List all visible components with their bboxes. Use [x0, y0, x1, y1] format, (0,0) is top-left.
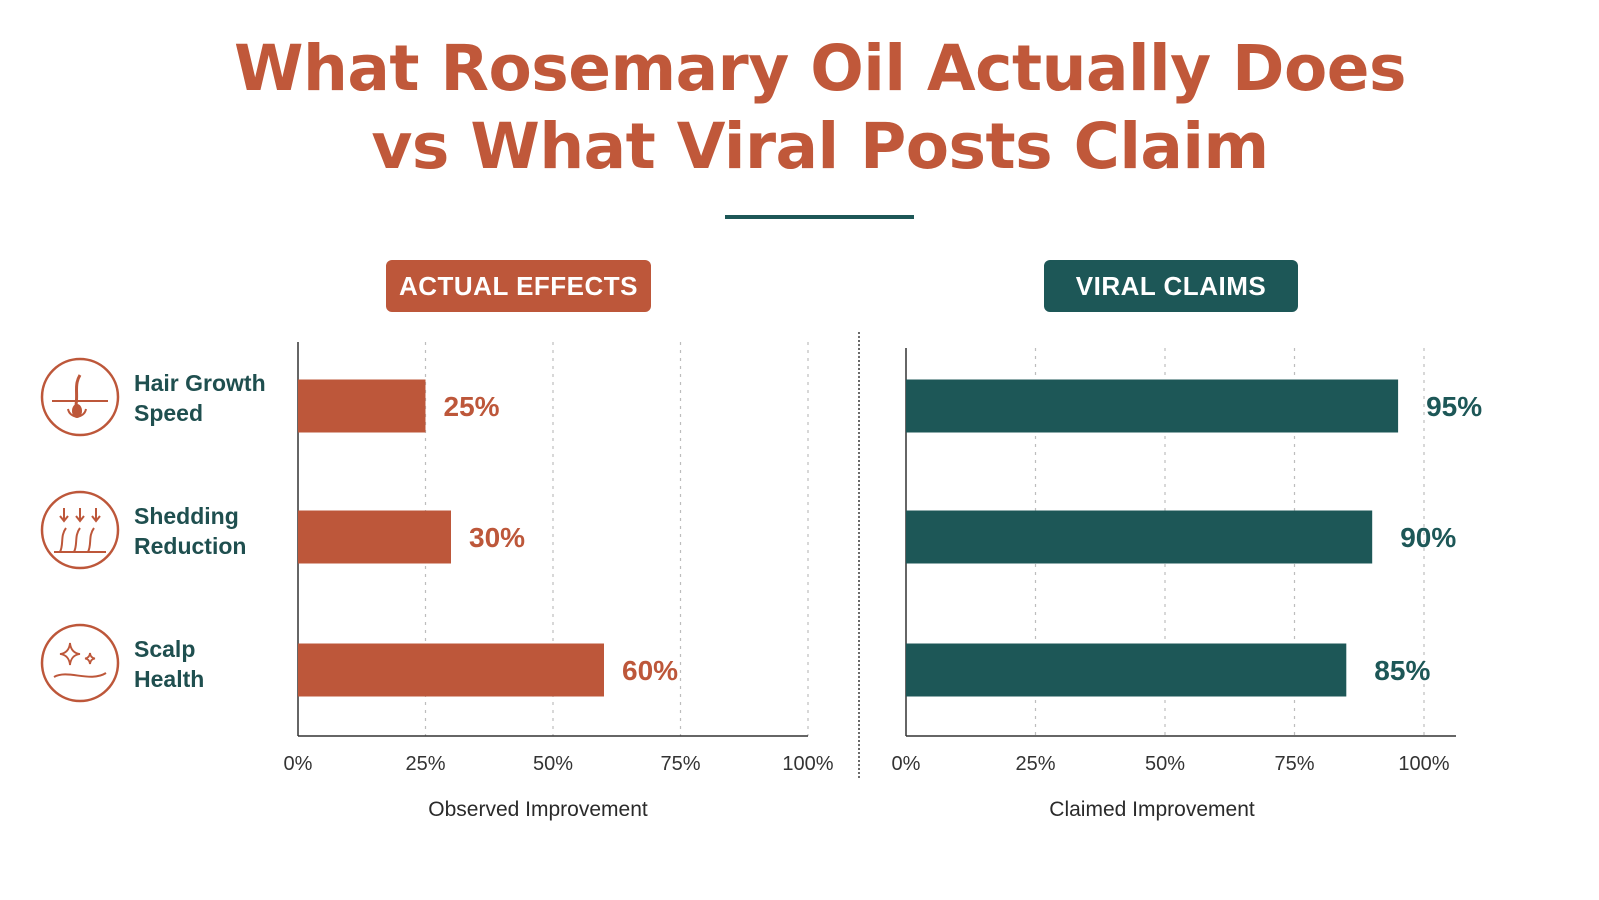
category-hair-growth: Hair Growth Speed — [40, 357, 300, 439]
x-tick-label: 0% — [892, 753, 921, 775]
sparkle-scalp-icon — [40, 623, 120, 703]
falling-hair-icon — [40, 490, 120, 570]
x-axis-title: Claimed Improvement — [1049, 798, 1255, 821]
viral-claims-badge: VIRAL CLAIMS — [1044, 260, 1298, 312]
viral-claims-chart: 0% 25% 50% 75% 100% Claimed Improvement 95% 90%… — [892, 348, 1482, 821]
bar — [298, 643, 604, 697]
x-axis-title: Observed Improvement — [428, 798, 648, 821]
bar — [298, 379, 426, 433]
category-label: Scalp Health — [134, 636, 205, 692]
bar-value-label: 85% — [1374, 655, 1430, 686]
bar — [298, 510, 451, 564]
bar — [906, 379, 1399, 433]
bar-value-label: 30% — [469, 522, 525, 553]
category-scalp-health: Scalp Health — [40, 623, 300, 705]
x-tick-label: 25% — [1015, 753, 1055, 775]
x-tick-label: 50% — [1145, 753, 1185, 775]
actual-effects-badge: ACTUAL EFFECTS — [386, 260, 651, 312]
bar-value-label: 60% — [622, 655, 678, 686]
actual-effects-chart: 0% 25% 50% 75% 100% Observed Improvement 25% 30… — [284, 342, 834, 821]
category-label: Hair Growth Speed — [134, 370, 266, 426]
x-tick-label: 75% — [1274, 753, 1314, 775]
title-line-1: What Rosemary Oil Actually Does — [234, 32, 1406, 105]
x-tick-label: 25% — [405, 753, 445, 775]
category-shedding: Shedding Reduction — [40, 490, 300, 572]
x-tick-label: 0% — [284, 753, 313, 775]
bar — [906, 643, 1347, 697]
panel-divider — [858, 332, 860, 778]
title-line-2: vs What Viral Posts Claim — [371, 110, 1269, 183]
x-tick-label: 100% — [782, 753, 833, 775]
title-underline — [725, 215, 914, 219]
hair-follicle-icon — [40, 357, 120, 437]
bar-value-label: 95% — [1426, 391, 1482, 422]
chart-title: What Rosemary Oil Actually Does vs What … — [0, 30, 1599, 186]
bar — [906, 510, 1373, 564]
bar-value-label: 90% — [1400, 522, 1456, 553]
x-tick-label: 50% — [533, 753, 573, 775]
bar-value-label: 25% — [444, 391, 500, 422]
x-tick-label: 75% — [660, 753, 700, 775]
x-tick-label: 100% — [1398, 753, 1449, 775]
category-label: Shedding Reduction — [134, 503, 247, 559]
